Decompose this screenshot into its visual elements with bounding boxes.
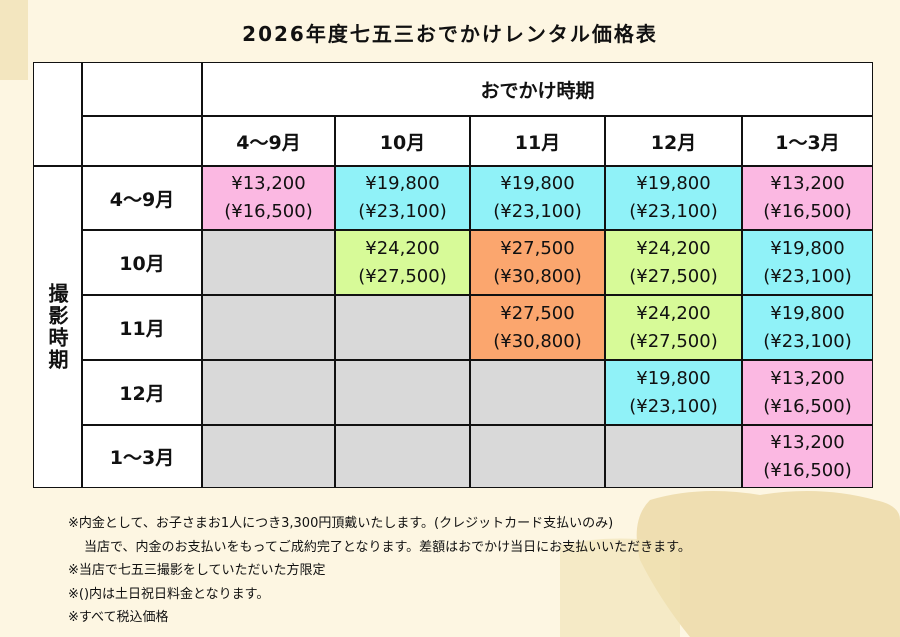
price: ¥24,200 (636, 237, 711, 259)
outing-header: おでかけ時期 (202, 62, 873, 116)
row-header: 4〜9月 (82, 166, 202, 230)
weekend-price: (¥23,100) (629, 201, 718, 222)
price: ¥19,800 (636, 173, 711, 194)
price: ¥13,200 (231, 173, 306, 194)
price-cell: ¥13,200 (¥16,500) (742, 425, 873, 488)
price-cell: ¥13,200 (¥16,500) (202, 166, 335, 230)
row-header: 11月 (82, 295, 202, 360)
column-header: 12月 (605, 116, 742, 166)
price-table: おでかけ時期 撮影時期 4〜9月 10月 11月 12月 1〜3月 4〜9月 ¥13,200 (¥… (33, 62, 873, 488)
price-cell: ¥19,800 (¥23,100) (335, 166, 470, 230)
price: ¥19,800 (636, 367, 711, 389)
weekend-price: (¥16,500) (763, 395, 852, 417)
shooting-header-cell: 撮影時期 (33, 166, 82, 488)
row-header: 12月 (82, 360, 202, 425)
weekend-price: (¥16,500) (763, 459, 852, 481)
weekend-price: (¥27,500) (629, 265, 718, 287)
note: ※当店で七五三撮影をしていただいた方限定 (68, 563, 326, 578)
weekend-price: (¥23,100) (493, 201, 582, 222)
empty-cell (470, 425, 605, 488)
price: ¥13,200 (770, 431, 845, 453)
weekend-price: (¥27,500) (629, 330, 718, 352)
weekend-price: (¥16,500) (763, 201, 852, 222)
empty-cell (202, 360, 335, 425)
price-cell: ¥27,500 (¥30,800) (470, 230, 605, 295)
price: ¥19,800 (770, 302, 845, 324)
weekend-price: (¥30,800) (493, 265, 582, 287)
note: ※内金として、お子さまお1人につき3,300円頂戴いたします。(クレジットカード… (68, 516, 614, 531)
price: ¥19,800 (365, 173, 440, 194)
price-cell: ¥27,500 (¥30,800) (470, 295, 605, 360)
price-cell: ¥19,800 (¥23,100) (605, 360, 742, 425)
price: ¥27,500 (500, 237, 575, 259)
price-cell: ¥13,200 (¥16,500) (742, 166, 873, 230)
note: ※すべて税込価格 (68, 610, 169, 625)
title: 2026年度七五三おでかけレンタル価格表 (242, 22, 658, 46)
row-header: 1〜3月 (82, 425, 202, 488)
empty-cell (202, 230, 335, 295)
price: ¥13,200 (770, 367, 845, 389)
empty-cell (335, 360, 470, 425)
price: ¥19,800 (500, 173, 575, 194)
empty-cell (470, 360, 605, 425)
empty-cell (335, 425, 470, 488)
price: ¥13,200 (770, 173, 845, 194)
empty-cell (202, 295, 335, 360)
price-cell: ¥24,200 (¥27,500) (605, 230, 742, 295)
weekend-price: (¥23,100) (358, 201, 447, 222)
weekend-price: (¥23,100) (763, 265, 852, 287)
weekend-price: (¥23,100) (629, 395, 718, 417)
price: ¥24,200 (365, 237, 440, 259)
weekend-price: (¥16,500) (224, 201, 313, 222)
price-cell: ¥19,800 (¥23,100) (605, 166, 742, 230)
column-header: 10月 (335, 116, 470, 166)
column-header: 4〜9月 (202, 116, 335, 166)
note: ※()内は土日祝日料金となります。 (68, 586, 270, 602)
column-header: 11月 (470, 116, 605, 166)
weekend-price: (¥27,500) (358, 265, 447, 287)
price-cell: ¥19,800 (¥23,100) (742, 295, 873, 360)
corner-cell (82, 62, 202, 116)
weekend-price: (¥23,100) (763, 330, 852, 352)
price-cell: ¥24,200 (¥27,500) (605, 295, 742, 360)
price: ¥27,500 (500, 302, 575, 324)
row-header: 10月 (82, 230, 202, 295)
weekend-price: (¥30,800) (493, 330, 582, 352)
price-cell: ¥13,200 (¥16,500) (742, 360, 873, 425)
note: 当店で、内金のお支払いをもってご成約完了となります。差額はおでかけ当日にお支払い… (84, 539, 691, 555)
price-cell: ¥19,800 (¥23,100) (470, 166, 605, 230)
empty-cell (335, 295, 470, 360)
price-cell: ¥24,200 (¥27,500) (335, 230, 470, 295)
corner-cell (82, 116, 202, 166)
shooting-header: 撮影時期 (45, 283, 69, 371)
corner-cell (33, 62, 82, 166)
empty-cell (202, 425, 335, 488)
price-cell: ¥19,800 (¥23,100) (742, 230, 873, 295)
column-header: 1〜3月 (742, 116, 873, 166)
notes: ※内金として、お子さまお1人につき3,300円頂戴いたします。(クレジットカード… (68, 512, 691, 630)
price: ¥19,800 (770, 237, 845, 259)
price: ¥24,200 (636, 302, 711, 324)
empty-cell (605, 425, 742, 488)
